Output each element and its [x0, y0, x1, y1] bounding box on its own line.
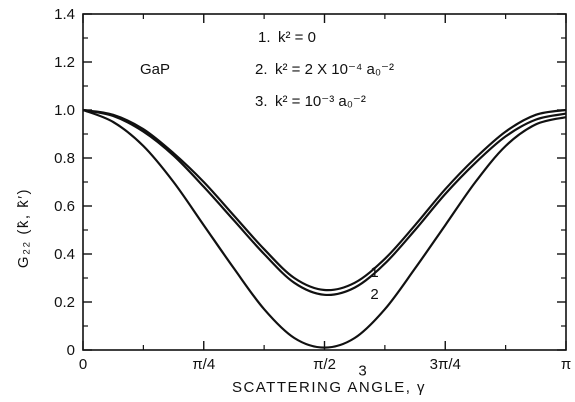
x-tick-label: π: [561, 356, 571, 373]
y-tick-label: 1.0: [54, 102, 75, 119]
y-tick-label: 1.4: [54, 6, 75, 23]
x-tick-label: 0: [79, 356, 87, 373]
legend-entry-3-text: k² = 10⁻³ a₀⁻²: [275, 93, 366, 110]
y-tick-label: 0: [67, 342, 75, 359]
legend-entry-2-text: k² = 2 X 10⁻⁴ a₀⁻²: [275, 61, 394, 78]
curves-layer: [82, 108, 567, 349]
y-axis-title: G₂₂ (k̂, k̂′): [15, 188, 32, 268]
y-tick-label: 0.2: [54, 294, 75, 311]
curve-label-1: 1: [370, 264, 378, 281]
x-axis-title: SCATTERING ANGLE, γ: [232, 379, 426, 396]
legend-entry-3-number: 3.: [255, 93, 268, 110]
curve-label-2: 2: [370, 286, 378, 303]
x-tick-label: π/4: [192, 356, 215, 373]
legend: 1. k² = 0 2. k² = 2 X 10⁻⁴ a₀⁻² 3. k² = …: [255, 29, 394, 110]
curve-3: [82, 108, 567, 349]
material-annotation: GaP: [140, 61, 170, 78]
legend-entry-1-text: k² = 0: [278, 29, 316, 46]
curve-label-3: 3: [358, 363, 366, 380]
labels-layer: 0 0.2 0.4 0.6 0.8 1.0 1.2 1.4 0 π/4 π/2 3π/4 π 1 2 3: [54, 6, 571, 380]
legend-entry-1-number: 1.: [258, 29, 271, 46]
curve-2: [82, 108, 567, 297]
curve-1: [82, 108, 567, 292]
x-tick-label: 3π/4: [430, 356, 461, 373]
y-tick-label: 1.2: [54, 54, 75, 71]
x-tick-label: π/2: [313, 356, 336, 373]
legend-entry-2-number: 2.: [255, 61, 268, 78]
y-tick-label: 0.4: [54, 246, 75, 263]
y-tick-label: 0.8: [54, 150, 75, 167]
plot-frame: [82, 13, 567, 351]
y-tick-label: 0.6: [54, 198, 75, 215]
